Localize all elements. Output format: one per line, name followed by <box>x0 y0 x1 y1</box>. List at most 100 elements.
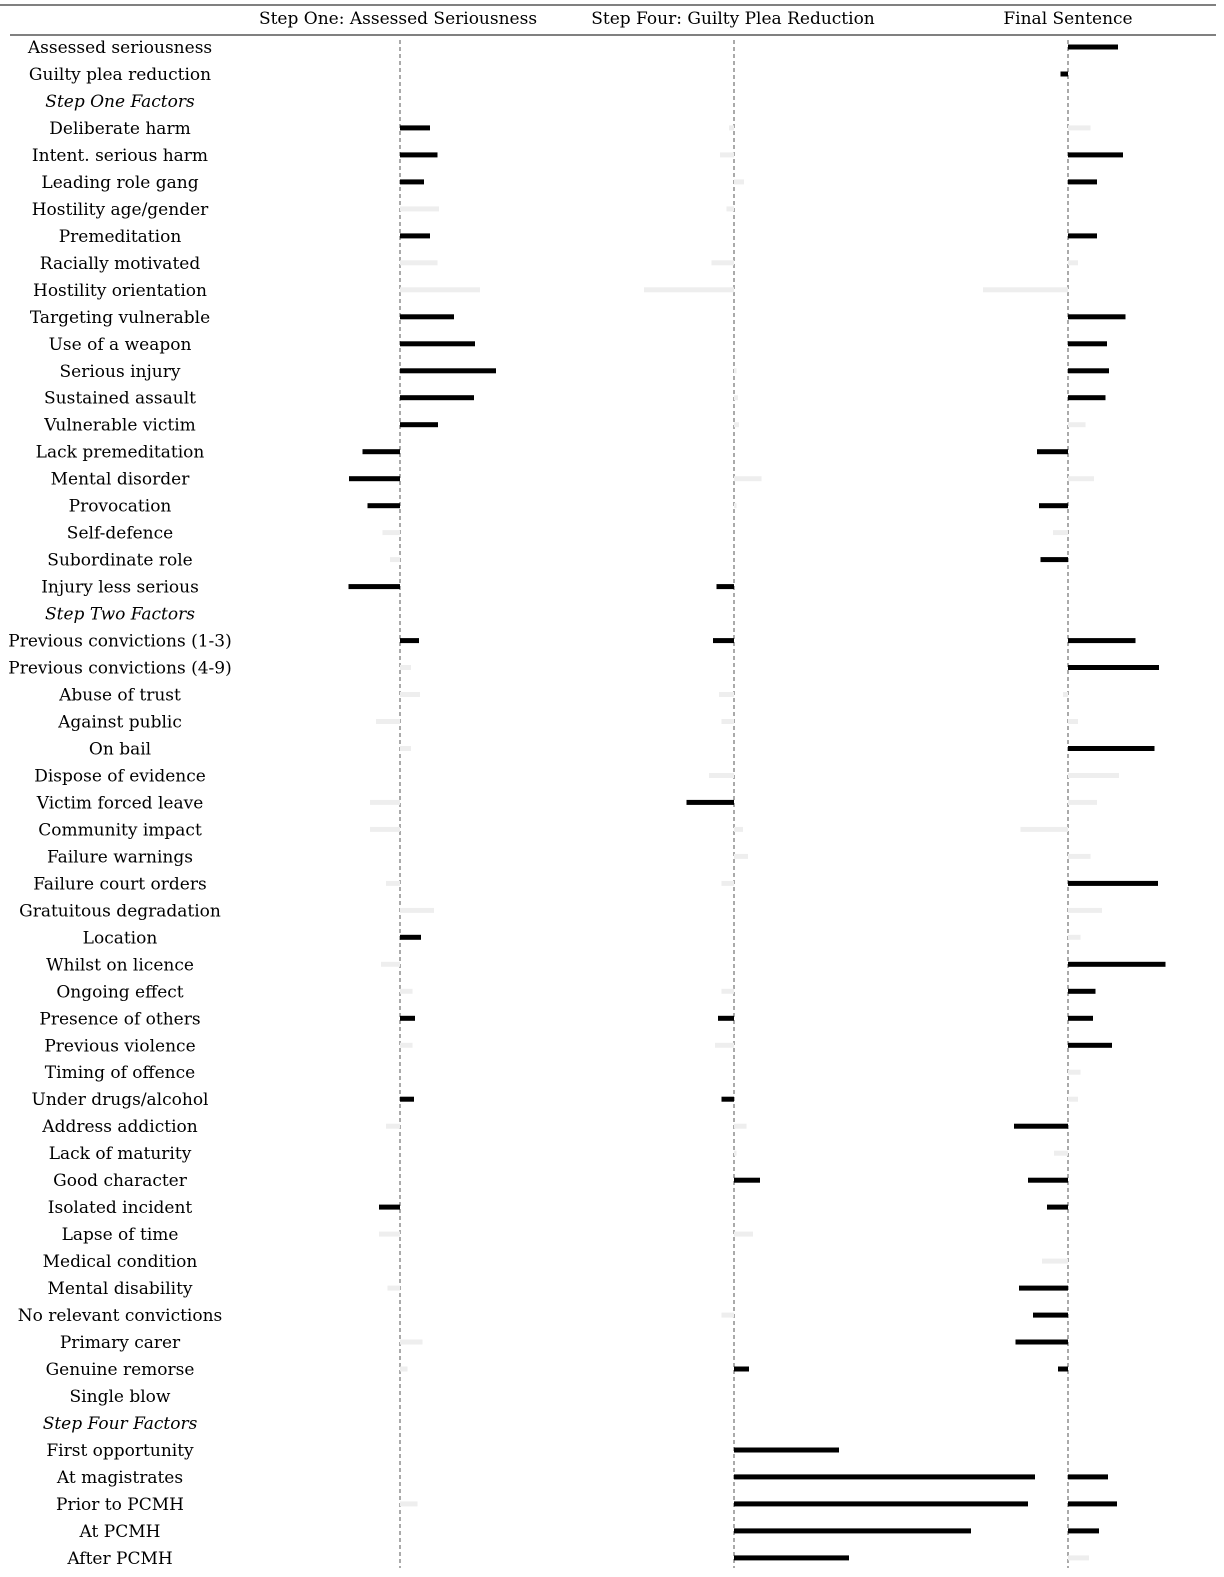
bar-s4 <box>734 368 737 374</box>
bar-s4 <box>734 853 748 859</box>
bar-s1 <box>349 476 400 482</box>
bar-fs <box>1068 961 1166 967</box>
bar-s1 <box>400 422 438 428</box>
bar-s1 <box>400 1501 418 1507</box>
bar-s4 <box>718 1015 734 1021</box>
bar-fs <box>1068 422 1086 428</box>
bar-s1 <box>400 314 454 320</box>
bar-s4 <box>734 1447 839 1453</box>
bar-s1 <box>400 395 474 401</box>
bar-s1 <box>400 152 438 158</box>
bar-s4 <box>726 206 734 212</box>
row-label: Premeditation <box>59 227 182 247</box>
row-label: Step One Factors <box>45 92 195 112</box>
row-label: Previous convictions (4-9) <box>8 659 231 679</box>
bar-s1 <box>400 1015 415 1021</box>
bar-s1 <box>400 1339 423 1345</box>
bar-s1 <box>400 692 420 697</box>
bar-fs <box>1068 125 1091 131</box>
bar-s1 <box>400 179 424 185</box>
bar-fs <box>1054 1150 1068 1156</box>
bar-s4 <box>720 152 734 158</box>
row-label: Single blow <box>70 1387 171 1407</box>
bar-s1 <box>400 368 496 374</box>
row-label: Primary carer <box>60 1333 181 1353</box>
row-label: At magistrates <box>56 1468 183 1488</box>
row-label: Targeting vulnerable <box>30 308 210 328</box>
row-label: Hostility orientation <box>33 281 207 301</box>
bar-s1 <box>400 233 430 239</box>
bar-s1 <box>370 826 400 832</box>
bar-s4 <box>719 692 734 697</box>
bar-s1 <box>400 1096 414 1102</box>
row-label: After PCMH <box>66 1549 172 1569</box>
bar-fs <box>1068 1069 1081 1075</box>
bar-s1 <box>376 719 400 724</box>
row-label: Racially motivated <box>40 254 201 274</box>
row-label: Lack premeditation <box>36 443 205 463</box>
bar-s1 <box>379 1204 400 1210</box>
row-label: Ongoing effect <box>56 982 183 1002</box>
row-label: Genuine remorse <box>46 1360 195 1380</box>
row-label: Mental disorder <box>51 470 191 490</box>
bar-fs <box>1068 233 1097 239</box>
bar-fs <box>1058 1366 1068 1372</box>
bar-fs <box>1068 395 1106 401</box>
row-label: Victim forced leave <box>36 793 204 813</box>
bar-s1 <box>400 665 411 670</box>
bar-s1 <box>400 287 480 293</box>
bar-s4 <box>734 179 744 185</box>
row-label: Abuse of trust <box>58 686 181 706</box>
bar-fs <box>1033 1312 1068 1318</box>
bar-fs <box>1068 1015 1093 1021</box>
row-label: Use of a weapon <box>49 335 192 355</box>
bar-s1 <box>367 503 400 509</box>
bar-fs <box>1053 530 1068 536</box>
panel-headers: Step One: Assessed Seriousness Step Four:… <box>259 9 1133 29</box>
bar-s1 <box>400 341 475 347</box>
bar-fs <box>1037 449 1068 455</box>
bar-fs <box>1040 557 1068 563</box>
row-label: Lapse of time <box>62 1225 179 1245</box>
coefficient-bars <box>348 44 1166 1561</box>
row-label: Against public <box>57 713 182 733</box>
bar-s4 <box>716 584 734 590</box>
bar-s1 <box>390 557 400 563</box>
bar-fs <box>1068 853 1091 859</box>
row-label: Sustained assault <box>44 389 196 409</box>
bar-s1 <box>400 638 419 644</box>
bar-fs <box>1068 260 1078 266</box>
row-label: Vulnerable victim <box>43 416 196 436</box>
bar-s1 <box>379 1231 400 1237</box>
bar-s4 <box>734 1123 747 1129</box>
row-label: Guilty plea reduction <box>29 65 211 85</box>
bar-fs <box>1068 1555 1089 1561</box>
row-label: Leading role gang <box>41 173 198 193</box>
bar-s1 <box>386 880 400 886</box>
bar-s1 <box>400 934 421 940</box>
row-label: Intent. serious harm <box>32 146 208 166</box>
row-label: Step Two Factors <box>45 605 195 625</box>
bar-s4 <box>721 719 734 724</box>
bar-fs <box>1020 826 1068 832</box>
bar-fs <box>1068 719 1078 724</box>
bar-fs <box>1068 773 1119 778</box>
bar-fs <box>1015 1339 1068 1345</box>
panel-title-s1: Step One: Assessed Seriousness <box>259 9 537 29</box>
bar-fs <box>1068 934 1081 940</box>
bar-fs <box>1068 907 1102 913</box>
panel-title-s4: Step Four: Guilty Plea Reduction <box>591 9 875 29</box>
row-label: Medical condition <box>43 1252 198 1272</box>
bar-s4 <box>721 1096 734 1102</box>
bar-s4 <box>721 1312 734 1318</box>
bar-s1 <box>400 1366 408 1372</box>
bar-s1 <box>400 746 411 751</box>
bar-s4 <box>729 125 734 131</box>
bar-fs <box>1068 799 1097 805</box>
bar-s4 <box>721 988 734 994</box>
bar-s4 <box>734 1150 737 1156</box>
bar-fs <box>1068 1096 1078 1102</box>
row-label: On bail <box>89 739 151 759</box>
bar-s4 <box>734 1231 753 1237</box>
